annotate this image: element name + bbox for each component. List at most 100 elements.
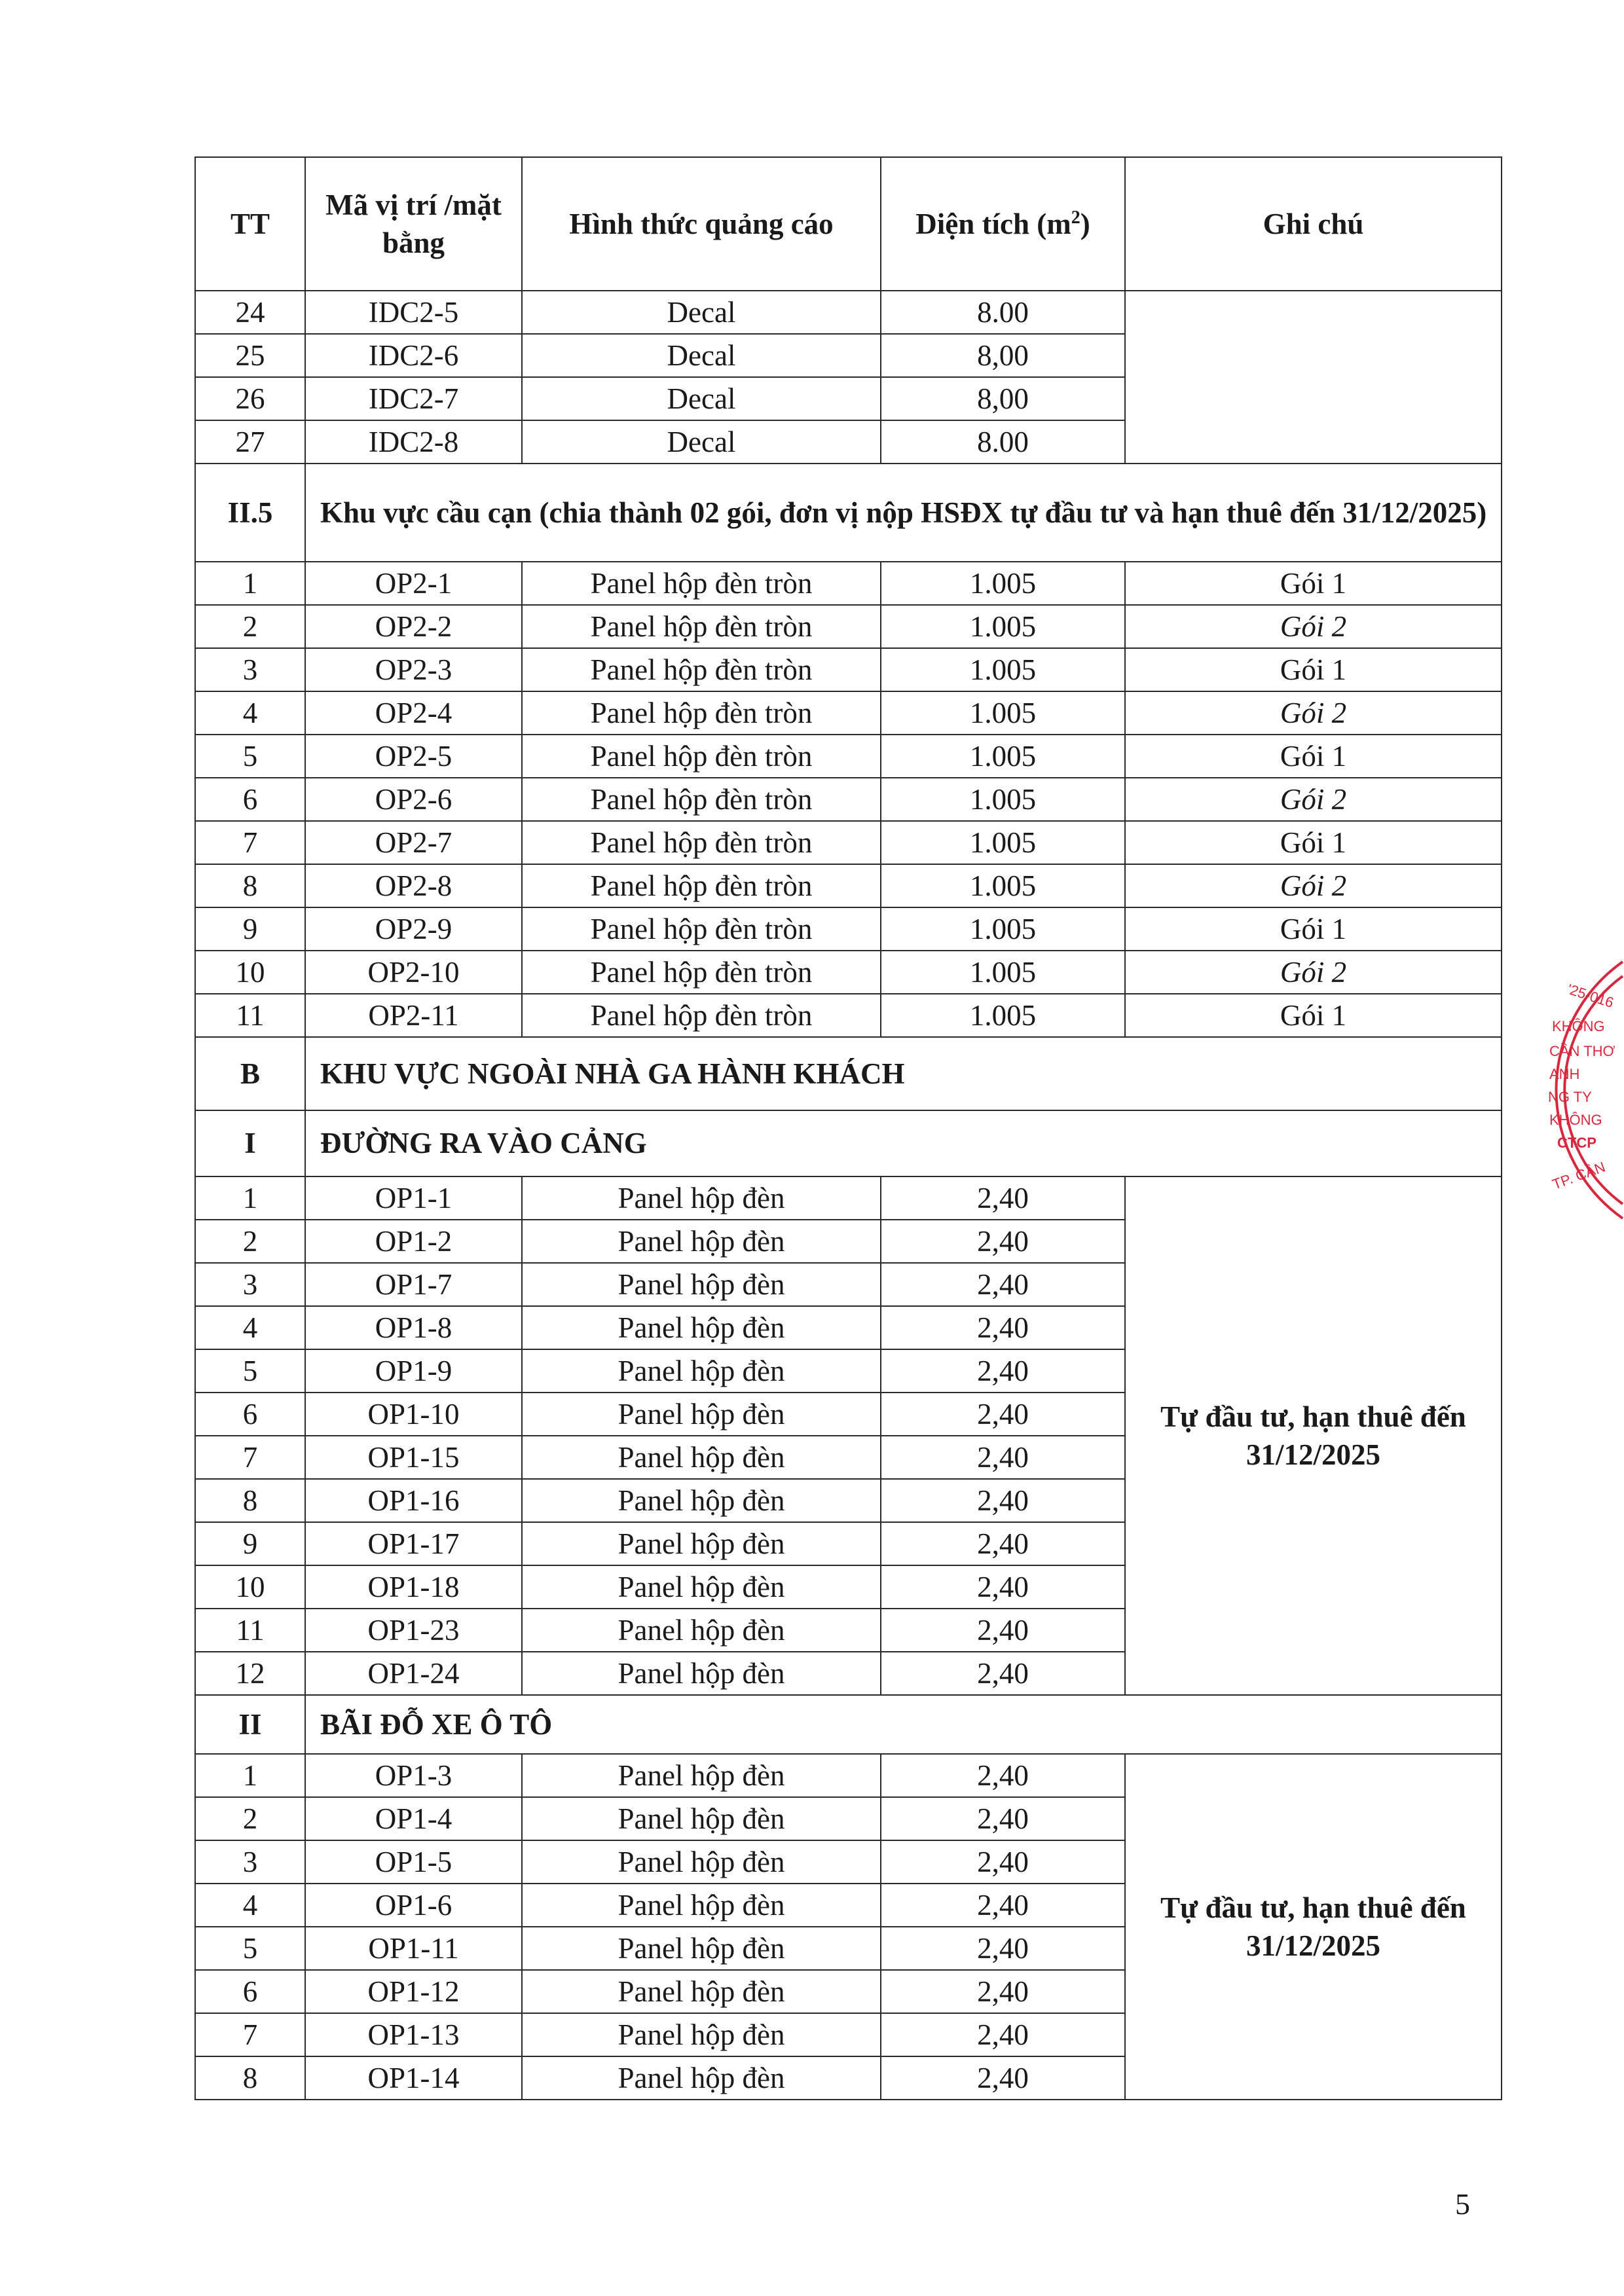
header-location-code: Mã vị trí /mặt bằng (304, 156, 523, 291)
location-code: OP1-7 (304, 1262, 523, 1307)
location-code: OP1-18 (304, 1565, 523, 1609)
area: 8.00 (880, 420, 1126, 464)
svg-text:CẦN THƠ: CẦN THƠ (1549, 1043, 1615, 1059)
header-area-label: Diện tích (m (915, 207, 1071, 240)
area: 1.005 (880, 777, 1126, 822)
ad-type: Decal (521, 420, 881, 464)
section-code: B (194, 1036, 306, 1111)
location-code: OP2-9 (304, 907, 523, 951)
section-code: I (194, 1110, 306, 1177)
section-title: BÃI ĐỖ XE Ô TÔ (304, 1694, 1502, 1755)
row-number: 7 (194, 2013, 306, 2057)
area: 1.005 (880, 993, 1126, 1038)
table-row: 12 OP1-24 Panel hộp đèn 2,40 (194, 1651, 1502, 1696)
row-number: 8 (194, 1478, 306, 1523)
table-row: 10 OP2-10 Panel hộp đèn tròn 1.005 Gói 2 (194, 950, 1502, 994)
area: 2,40 (880, 1392, 1126, 1436)
ad-type: Panel hộp đèn tròn (521, 777, 881, 822)
section-row: B KHU VỰC NGOÀI NHÀ GA HÀNH KHÁCH (194, 1036, 1502, 1111)
area: 2,40 (880, 1435, 1126, 1480)
table-row: 24 IDC2-5 Decal 8.00 (194, 290, 1502, 464)
location-code: OP1-24 (304, 1651, 523, 1696)
location-code: IDC2-7 (304, 376, 523, 421)
row-number: 9 (194, 907, 306, 951)
note: Gói 2 (1124, 604, 1502, 649)
table-row: 3 OP1-7 Panel hộp đèn 2,40 (194, 1262, 1502, 1307)
table-row: 7 OP1-15 Panel hộp đèn 2,40 (194, 1435, 1502, 1480)
ad-type: Decal (521, 376, 881, 421)
ad-type: Panel hộp đèn (521, 1753, 881, 1798)
location-code: OP1-13 (304, 2013, 523, 2057)
table-row: 3 OP1-5 Panel hộp đèn 2,40 (194, 1840, 1502, 1884)
location-code: OP1-23 (304, 1608, 523, 1652)
table-row: 10 OP1-18 Panel hộp đèn 2,40 (194, 1565, 1502, 1609)
ad-type: Panel hộp đèn tròn (521, 864, 881, 908)
area: 1.005 (880, 561, 1126, 606)
table-row: 4 OP1-8 Panel hộp đèn 2,40 (194, 1305, 1502, 1350)
row-number: 5 (194, 734, 306, 778)
area: 2,40 (880, 1883, 1126, 1927)
table-row: 26 IDC2-7 Decal 8,00 (194, 376, 1502, 421)
table-row: 3 OP2-3 Panel hộp đèn tròn 1.005 Gói 1 (194, 647, 1502, 692)
note: Gói 1 (1124, 734, 1502, 778)
table-row: 6 OP2-6 Panel hộp đèn tròn 1.005 Gói 2 (194, 777, 1502, 822)
row-number: 26 (194, 376, 306, 421)
row-number: 10 (194, 950, 306, 994)
ad-type: Panel hộp đèn (521, 2056, 881, 2100)
table-row: 2 OP2-2 Panel hộp đèn tròn 1.005 Gói 2 (194, 604, 1502, 649)
ad-type: Panel hộp đèn tròn (521, 691, 881, 735)
page-number: 5 (1455, 2187, 1470, 2221)
ad-type: Panel hộp đèn (521, 1926, 881, 1971)
header-tt: TT (194, 156, 306, 291)
row-number: 10 (194, 1565, 306, 1609)
ad-type: Panel hộp đèn (521, 1565, 881, 1609)
note: Gói 1 (1124, 647, 1502, 692)
row-number: 4 (194, 1305, 306, 1350)
note: Gói 2 (1124, 950, 1502, 994)
note: Gói 2 (1124, 777, 1502, 822)
area: 2,40 (880, 1651, 1126, 1696)
ad-type: Panel hộp đèn (521, 2013, 881, 2057)
ad-type: Panel hộp đèn (521, 1262, 881, 1307)
table-row: 7 OP1-13 Panel hộp đèn 2,40 (194, 2013, 1502, 2057)
svg-text:KHÔNG: KHÔNG (1549, 1112, 1602, 1128)
location-code: OP2-1 (304, 561, 523, 606)
area: 2,40 (880, 1349, 1126, 1393)
ad-type: Panel hộp đèn tròn (521, 561, 881, 606)
advertising-locations-table: TT Mã vị trí /mặt bằng Hình thức quảng c… (194, 156, 1502, 2100)
ad-type: Panel hộp đèn tròn (521, 907, 881, 951)
table-row: 2 OP1-4 Panel hộp đèn 2,40 (194, 1796, 1502, 1841)
ad-type: Panel hộp đèn (521, 1219, 881, 1264)
location-code: IDC2-5 (304, 290, 523, 335)
ad-type: Panel hộp đèn tròn (521, 604, 881, 649)
location-code: OP1-3 (304, 1753, 523, 1798)
location-code: OP2-11 (304, 993, 523, 1038)
table-row: 5 OP1-9 Panel hộp đèn 2,40 (194, 1349, 1502, 1393)
location-code: OP2-3 (304, 647, 523, 692)
location-code: OP1-4 (304, 1796, 523, 1841)
table-row: 1 OP1-1 Panel hộp đèn 2,40 Tự đầu tư, hạn th… (194, 1176, 1502, 1696)
row-number: 1 (194, 561, 306, 606)
area: 1.005 (880, 907, 1126, 951)
section-row: II BÃI ĐỖ XE Ô TÔ (194, 1694, 1502, 1755)
ad-type: Panel hộp đèn (521, 1305, 881, 1350)
row-number: 24 (194, 290, 306, 335)
area: 2,40 (880, 1565, 1126, 1609)
section-title: Khu vực cầu cạn (chia thành 02 gói, đơn … (304, 463, 1502, 562)
ad-type: Panel hộp đèn (521, 1796, 881, 1841)
row-number: 7 (194, 820, 306, 865)
svg-text:TP. CẦN: TP. CẦN (1550, 1158, 1607, 1192)
row-number: 3 (194, 1840, 306, 1884)
location-code: OP1-8 (304, 1305, 523, 1350)
location-code: OP1-12 (304, 1969, 523, 2014)
header-ad-type: Hình thức quảng cáo (521, 156, 881, 291)
row-number: 7 (194, 1435, 306, 1480)
ad-type: Decal (521, 333, 881, 378)
note: Gói 1 (1124, 820, 1502, 865)
header-area-close: ) (1080, 207, 1090, 240)
table-row: 6 OP1-10 Panel hộp đèn 2,40 (194, 1392, 1502, 1436)
location-code: OP2-5 (304, 734, 523, 778)
section-row: II.5 Khu vực cầu cạn (chia thành 02 gói, … (194, 463, 1502, 562)
area: 2,40 (880, 1753, 1126, 1798)
